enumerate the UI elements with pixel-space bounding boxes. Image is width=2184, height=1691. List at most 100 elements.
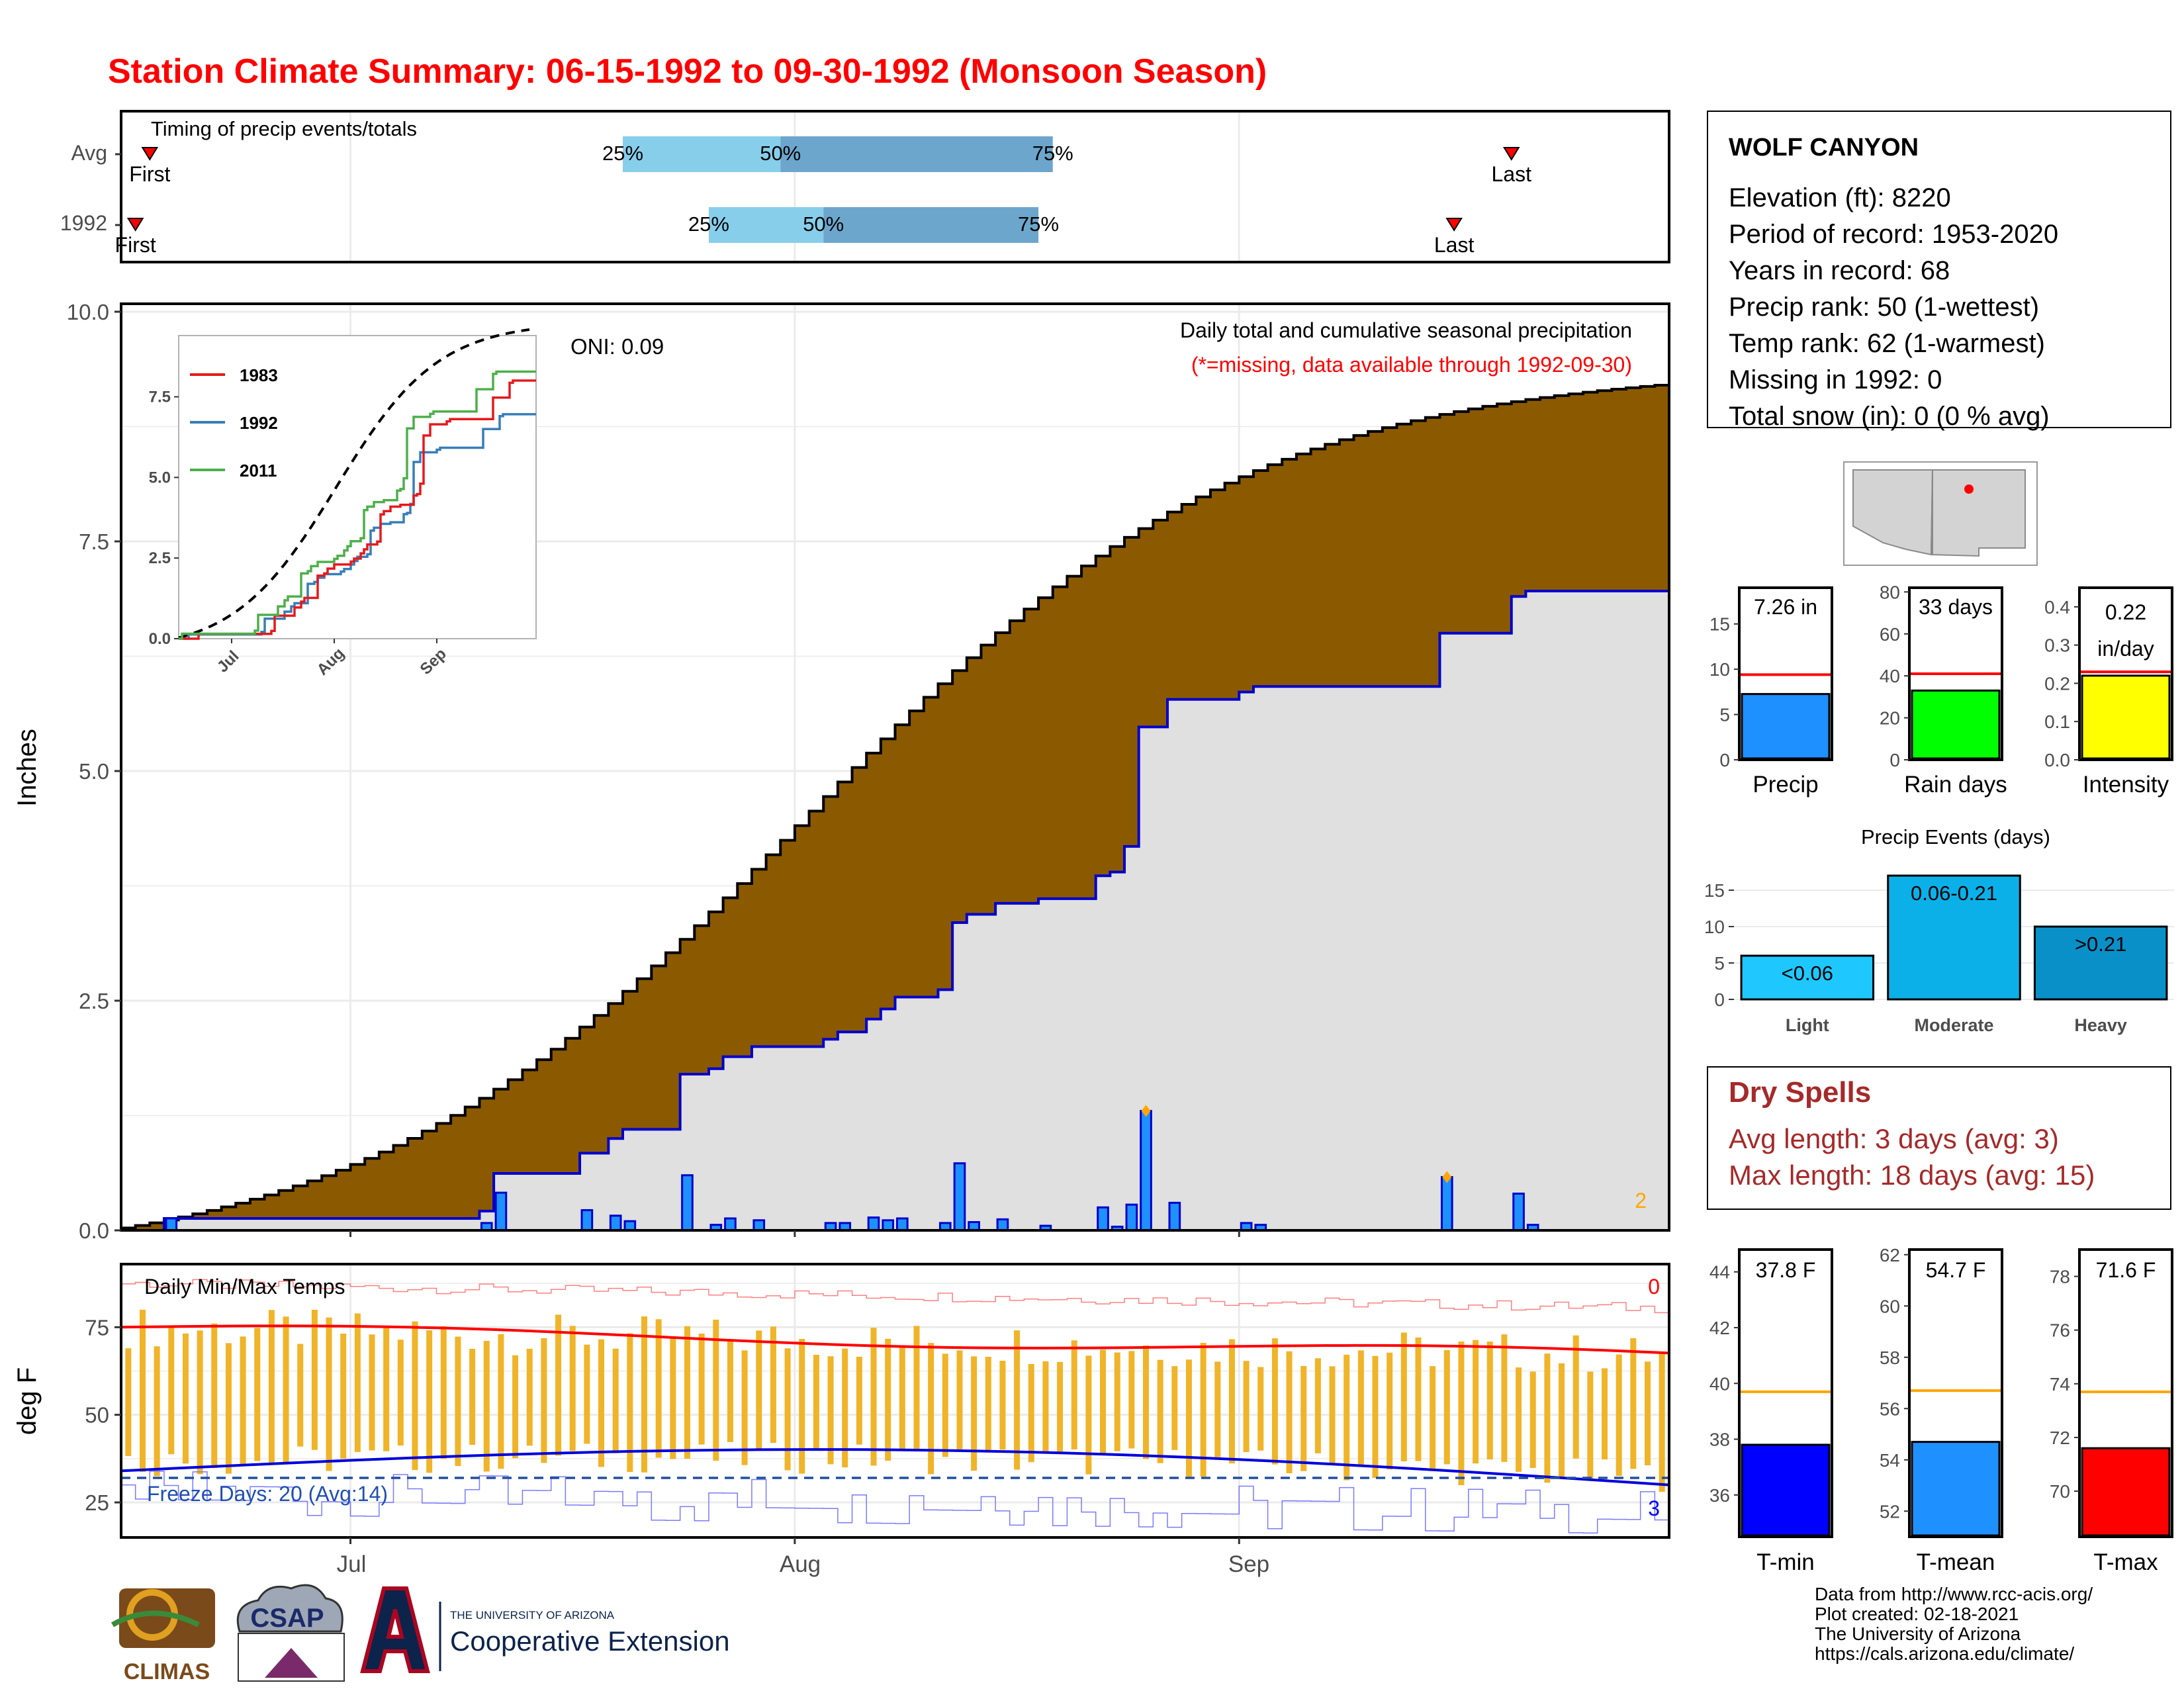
daily-precip-bar bbox=[165, 1217, 178, 1232]
temp-bar-tick: 74 bbox=[2050, 1374, 2070, 1394]
avg-min-temp-line bbox=[120, 1448, 1670, 1486]
timing-p50-avg: 50% bbox=[760, 142, 801, 165]
event-category-label: Moderate bbox=[1914, 1015, 1993, 1035]
season-bar-tick: 0 bbox=[1719, 750, 1730, 770]
season-bar-tick: 60 bbox=[1880, 624, 1900, 645]
daily-precip-bar bbox=[1168, 1201, 1181, 1232]
uofa-name: THE UNIVERSITY OF ARIZONA bbox=[450, 1609, 615, 1622]
temp-bar-t-min: 36 38 40 42 44 37.8 F T-min bbox=[1709, 1248, 1833, 1575]
temp-bar-fill bbox=[2081, 1447, 2171, 1537]
dry-spells-box: Dry Spells Avg length: 3 days (avg: 3) M… bbox=[1707, 1066, 2171, 1210]
station-elevation: Elevation (ft): 8220 bbox=[1729, 183, 1951, 212]
csap-logo: CSAP bbox=[236, 1584, 345, 1682]
station-years: Years in record: 68 bbox=[1729, 256, 1950, 285]
event-bar-moderate bbox=[1887, 874, 2021, 1001]
daily-precip-bar bbox=[1140, 1110, 1152, 1232]
month-label-jul: Jul bbox=[337, 1551, 367, 1577]
station-temp-rank: Temp rank: 62 (1-warmest) bbox=[1729, 329, 2045, 358]
record-high-line bbox=[121, 1279, 1669, 1314]
temp-bar-fill bbox=[1911, 1441, 2001, 1537]
timing-bar-q3-avg bbox=[780, 136, 1053, 172]
csap-logo-text: CSAP bbox=[250, 1604, 324, 1633]
precip-y-tick-label: 0.0 bbox=[79, 1218, 109, 1243]
precip-y-tick-label: 5.0 bbox=[79, 759, 109, 784]
season-bar-label: Precip bbox=[1752, 772, 1818, 798]
timing-p50-year: 50% bbox=[803, 212, 844, 236]
temp-bar-tick: 54 bbox=[1880, 1450, 1900, 1471]
temp-bar-tick: 42 bbox=[1709, 1318, 1730, 1338]
season-bar-tick: 15 bbox=[1709, 614, 1730, 635]
freeze-days-label: Freeze Days: 20 (Avg:14) bbox=[147, 1482, 388, 1506]
season-bar-value-unit: in/day bbox=[2097, 637, 2154, 661]
season-bar-label: Intensity bbox=[2083, 772, 2169, 798]
precip-y-tick-label: 7.5 bbox=[79, 529, 109, 554]
credits: Data from http://www.rcc-acis.org/ Plot … bbox=[1815, 1584, 2093, 1664]
temp-bar-tick: 36 bbox=[1709, 1485, 1730, 1506]
temp-bar-t-max: 70 72 74 76 78 71.6 F T-max bbox=[2050, 1248, 2173, 1575]
temp-bar-value: 37.8 F bbox=[1756, 1258, 1816, 1282]
event-category-label: Heavy bbox=[2074, 1015, 2127, 1035]
daily-precip-bar bbox=[953, 1162, 966, 1232]
temp-bar-value: 54.7 F bbox=[1926, 1258, 1986, 1282]
legend-1983: 1983 bbox=[240, 365, 278, 385]
university-of-arizona-logo: THE UNIVERSITY OF ARIZONA Cooperative Ex… bbox=[360, 1586, 730, 1673]
events-y-tick: 5 bbox=[1714, 953, 1725, 974]
page-title: Station Climate Summary: 06-15-1992 to 0… bbox=[108, 52, 1267, 91]
temp-bar-tick: 56 bbox=[1880, 1398, 1900, 1419]
observed-cumulative-line bbox=[121, 589, 1669, 1232]
new-mexico-shape bbox=[1930, 469, 2026, 557]
season-bar-tick: 20 bbox=[1880, 708, 1900, 729]
corner-count: 2 bbox=[1635, 1189, 1647, 1212]
month-label-sep: Sep bbox=[1228, 1551, 1269, 1577]
temp-bar-tick: 38 bbox=[1709, 1430, 1730, 1450]
season-bar-tick: 0 bbox=[1889, 750, 1900, 770]
credit-plot-created: Plot created: 02-18-2021 bbox=[1815, 1604, 2019, 1624]
missing-note: (*=missing, data available through 1992-… bbox=[1191, 353, 1632, 377]
events-y-tick: 10 bbox=[1704, 917, 1725, 937]
legend-2011: 2011 bbox=[240, 461, 277, 480]
event-bar-light bbox=[1740, 954, 1875, 1001]
daily-precip-bar bbox=[1097, 1206, 1109, 1232]
season-bar-rain-days: 0 20 40 60 80 33 days Rain days bbox=[1880, 582, 2007, 798]
timing-first-marker-avg bbox=[141, 147, 159, 161]
month-label-aug: Aug bbox=[780, 1551, 821, 1577]
season-bar-charts: 0 5 10 15 7.26 in Precip 0 20 40 60 80 33 days Rain … bbox=[1709, 582, 2173, 798]
timing-last-label-avg: Last bbox=[1492, 162, 1532, 186]
timing-p75-year: 75% bbox=[1018, 212, 1059, 236]
timing-row-label-year: 1992 bbox=[60, 211, 107, 235]
season-bar-tick: 0.0 bbox=[2044, 750, 2070, 770]
coop-extension-name: Cooperative Extension bbox=[450, 1625, 730, 1657]
temp-bar-tick: 60 bbox=[1880, 1296, 1900, 1316]
station-precip-rank: Precip rank: 50 (1-wettest) bbox=[1729, 293, 2039, 322]
event-category-label: Light bbox=[1786, 1015, 1829, 1035]
timing-bar-q2-year bbox=[708, 207, 824, 243]
daily-precip-bar bbox=[882, 1219, 895, 1232]
inset-y-tick-label: 2.5 bbox=[149, 549, 171, 567]
precip-max-marker bbox=[1442, 1171, 1452, 1183]
temp-count-bottom: 3 bbox=[1648, 1496, 1660, 1520]
daily-precip-bar bbox=[681, 1174, 694, 1232]
timing-p75-avg: 75% bbox=[1032, 142, 1073, 165]
temp-bar-tick: 40 bbox=[1709, 1373, 1730, 1394]
temp-bar-fill bbox=[1741, 1443, 1831, 1537]
season-bar-value: 0.22 bbox=[2105, 600, 2146, 624]
temp-bar-tick: 72 bbox=[2050, 1428, 2070, 1448]
credit-url: https://cals.arizona.edu/climate/ bbox=[1815, 1643, 2074, 1664]
temp-bar-tick: 58 bbox=[1880, 1348, 1900, 1368]
daily-precip-bar bbox=[752, 1219, 766, 1232]
season-bar-fill bbox=[1741, 693, 1831, 760]
station-missing: Missing in 1992: 0 bbox=[1729, 365, 1942, 394]
daily-precip-bar bbox=[1512, 1192, 1525, 1232]
temp-y-axis-title: deg F bbox=[13, 1367, 42, 1435]
events-y-tick: 15 bbox=[1704, 880, 1725, 901]
dry-spells-avg: Avg length: 3 days (avg: 3) bbox=[1729, 1123, 2059, 1154]
legend-1992: 1992 bbox=[240, 413, 278, 433]
temp-bar-tick: 52 bbox=[1880, 1501, 1900, 1522]
timing-last-marker-avg bbox=[1502, 147, 1520, 161]
daily-precip-bar bbox=[623, 1220, 637, 1232]
timing-first-label-avg: First bbox=[129, 162, 170, 186]
daily-precip-bar bbox=[996, 1218, 1009, 1232]
